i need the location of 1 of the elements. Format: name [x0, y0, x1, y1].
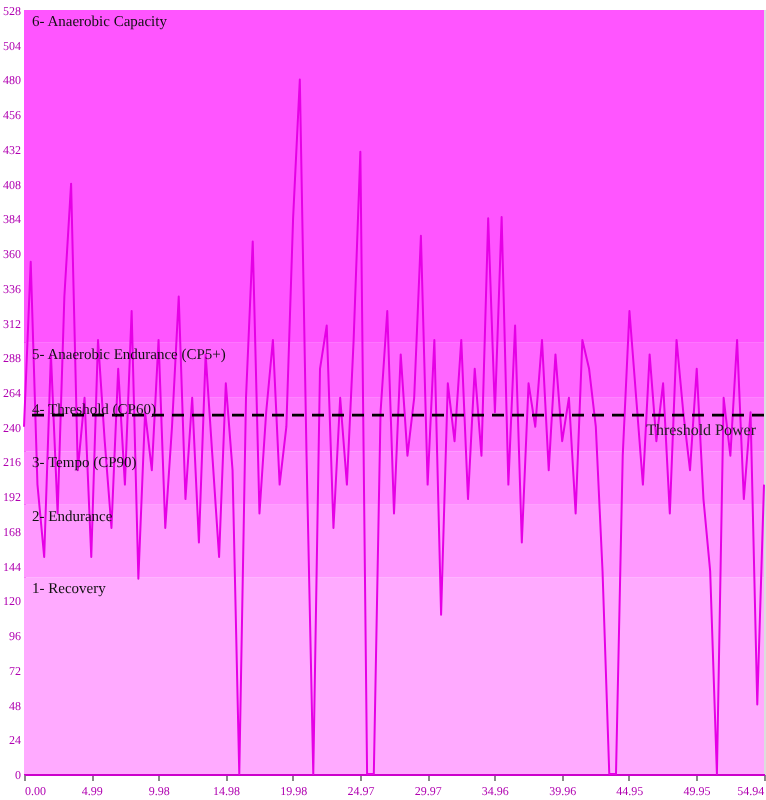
ref-line-label: Threshold Power — [646, 421, 757, 440]
